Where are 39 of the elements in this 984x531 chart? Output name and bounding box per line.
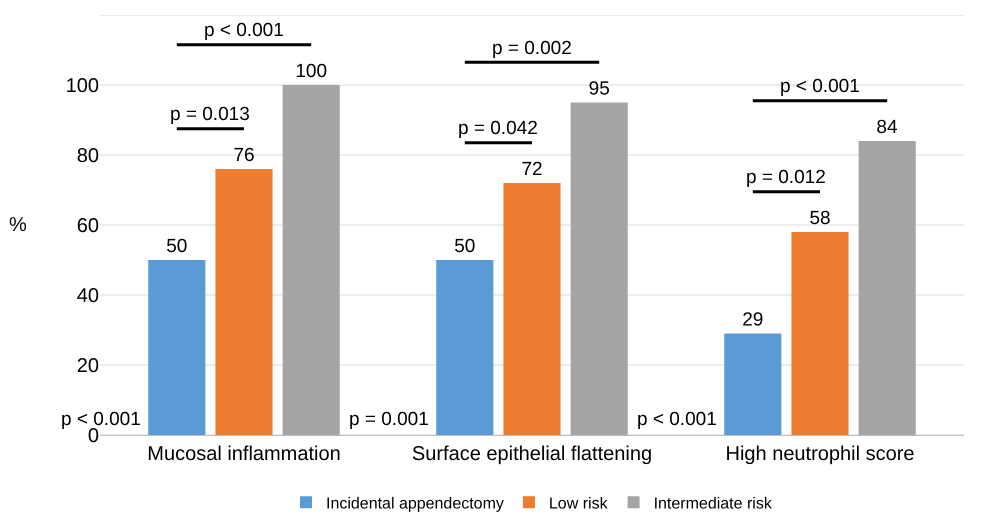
y-tick-label: 40	[76, 285, 99, 307]
annotation: p = 0.042	[458, 118, 538, 139]
annotation: p = 0.002	[492, 38, 572, 59]
data-label: 58	[809, 208, 831, 229]
y-axis-title: %	[9, 214, 27, 236]
y-tick-label: 60	[76, 215, 99, 237]
data-label: 29	[742, 310, 764, 330]
data-label: 50	[454, 236, 476, 257]
annotation: p < 0.001	[637, 409, 717, 430]
bar	[215, 169, 273, 435]
y-tick-label: 20	[76, 355, 99, 377]
data-label: 76	[233, 145, 255, 166]
data-label: 100	[295, 61, 328, 82]
data-label: 95	[588, 78, 610, 100]
y-tick-label: 0	[88, 425, 99, 447]
bar	[570, 102, 628, 435]
bar	[148, 260, 206, 435]
annotation: p = 0.001	[349, 409, 429, 430]
data-label: 84	[876, 117, 898, 138]
bar	[436, 260, 494, 435]
legend-label: Intermediate risk	[654, 496, 773, 513]
data-label: 50	[166, 236, 188, 257]
annotation: p = 0.012	[746, 167, 826, 188]
bar	[791, 232, 849, 435]
bar	[503, 183, 561, 435]
annotation: p < 0.001	[204, 20, 284, 41]
bar	[858, 141, 916, 435]
x-tick-label: Surface epithelial flattening	[412, 443, 652, 465]
x-tick-label: Mucosal inflammation	[147, 443, 341, 465]
y-tick-label: 80	[76, 145, 99, 167]
annotation: p < 0.001	[780, 76, 860, 97]
data-label: 72	[521, 159, 543, 180]
x-tick-label: High neutrophil score	[726, 443, 914, 465]
legend-label: Low risk	[548, 496, 609, 513]
bar	[724, 334, 782, 435]
legend-label: Incidental appendectomy	[326, 496, 504, 513]
bar	[282, 85, 340, 435]
y-tick-label: 100	[66, 75, 99, 97]
annotation: p = 0.013	[170, 104, 250, 125]
